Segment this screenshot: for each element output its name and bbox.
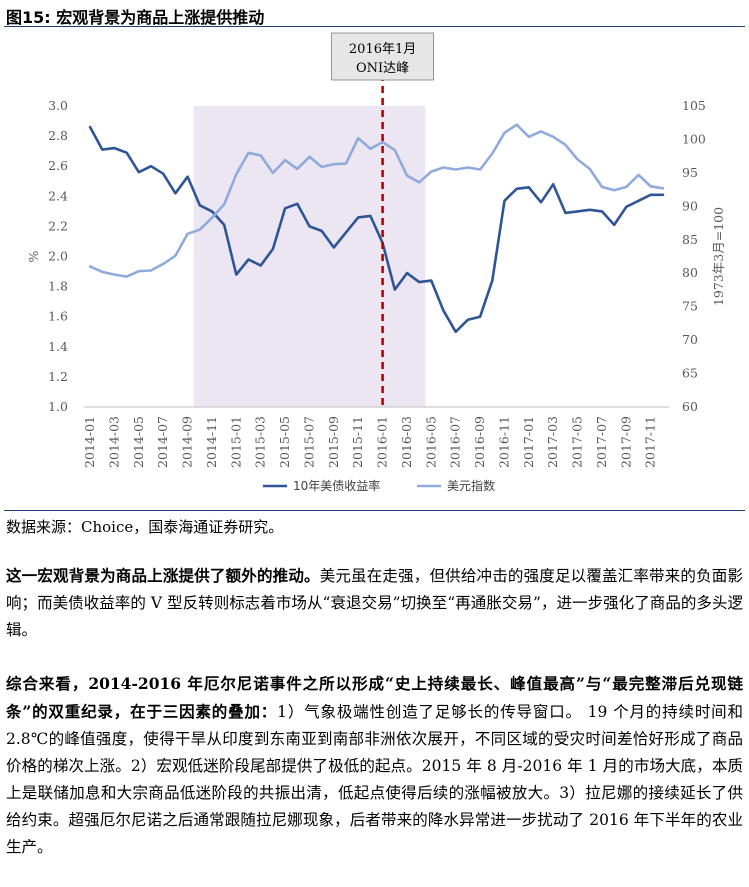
legend-label-2: 美元指数 (447, 478, 495, 493)
paragraph-2-body: 1）气象极端性创造了足够长的传导窗口。 19 个月的持续时间和 2.8℃的峰值强… (6, 703, 743, 856)
x-tick-label: 2015-01 (228, 416, 243, 468)
y-tick-label: 2.8 (48, 128, 68, 143)
axes-layer: 1.0 1.2 1.4 1.6 1.8 2.0 2.2 2.4 2.6 2.8 3.0 60 65 70 7… (26, 98, 726, 468)
paragraph-1-body: 美元虽在走强，但供给冲击的强度足以覆盖汇率带来的负面影响；而美债收益率的 V 型… (6, 567, 743, 639)
y2-tick-label: 95 (682, 165, 698, 180)
x-tick-label: 2017-09 (618, 416, 633, 468)
y2-tick-label: 70 (682, 332, 698, 347)
figure-label: 图15: (6, 8, 51, 27)
source-note: 数据来源：Choice，国泰海通证券研究。 (6, 518, 284, 536)
x-tick-label: 2017-11 (643, 416, 658, 468)
y2-tick-label: 100 (682, 131, 706, 146)
annotation-layer: 2016年1月 ONI达峰 (331, 32, 434, 407)
y-tick-label: 2.4 (48, 188, 68, 203)
shaded-region (193, 106, 426, 407)
y2-tick-label: 105 (682, 98, 706, 113)
paragraph-2: 综合来看，2014-2016 年厄尔尼诺事件之所以形成“史上持续最长、峰值最高”… (6, 670, 743, 861)
figure-title: 图15: 宏观背景为商品上涨提供推动 (6, 4, 264, 28)
y-tick-label: 1.2 (48, 369, 68, 384)
figure-bottom-rule (4, 510, 745, 511)
y-tick-label: 1.4 (48, 339, 68, 354)
x-tick-label: 2014-09 (180, 416, 195, 468)
x-tick-label: 2015-03 (253, 416, 268, 468)
y-axis-title: % (26, 250, 41, 262)
annotation-text-line2: ONI达峰 (356, 61, 409, 76)
x-tick-label: 2015-07 (301, 416, 316, 468)
x-tick-label: 2014-01 (82, 416, 97, 468)
annotation-text-line1: 2016年1月 (349, 42, 416, 57)
y-tick-label: 1.6 (48, 309, 68, 324)
y2-axis-title: 1973年3月=100 (711, 207, 726, 306)
y-tick-label: 2.2 (48, 218, 68, 233)
x-tick-label: 2014-07 (155, 416, 170, 468)
x-tick-label: 2016-11 (496, 416, 511, 468)
x-tick-label: 2016-01 (375, 416, 390, 468)
paragraph-1-lead: 这一宏观背景为商品上涨提供了额外的推动。 (6, 566, 320, 585)
y-tick-label: 2.6 (48, 158, 68, 173)
y2-tick-label: 90 (682, 198, 698, 213)
y2-tick-label: 85 (682, 232, 698, 247)
figure-top-rule (4, 26, 745, 27)
series-layer (88, 123, 665, 334)
x-tick-label: 2015-09 (326, 416, 341, 468)
y2-tick-label: 75 (682, 299, 698, 314)
x-tick-label: 2017-05 (570, 416, 585, 468)
x-tick-label: 2015-05 (277, 416, 292, 468)
x-tick-label: 2016-03 (399, 416, 414, 468)
x-tick-label: 2017-03 (545, 416, 560, 468)
x-tick-label: 2016-07 (448, 416, 463, 468)
x-tick-label: 2016-09 (472, 416, 487, 468)
x-tick-label: 2014-03 (106, 416, 121, 468)
x-tick-label: 2015-11 (350, 416, 365, 468)
x-tick-label: 2017-01 (521, 416, 536, 468)
legend-layer: 10年美债收益率 美元指数 (263, 478, 495, 493)
annotation-box (331, 32, 434, 81)
series-line-1 (88, 125, 665, 334)
paragraph-1: 这一宏观背景为商品上涨提供了额外的推动。美元虽在走强，但供给冲击的强度足以覆盖汇… (6, 562, 743, 644)
series-line-2 (88, 123, 665, 278)
x-tick-label: 2016-05 (423, 416, 438, 468)
paragraph-2-lead: 综合来看，2014-2016 年厄尔尼诺事件之所以形成“史上持续最长、峰值最高”… (6, 674, 743, 721)
figure-title-text: 宏观背景为商品上涨提供推动 (56, 8, 265, 27)
y2-tick-label: 65 (682, 366, 698, 381)
y-tick-label: 1.8 (48, 279, 68, 294)
x-tick-label: 2014-11 (204, 416, 219, 468)
y2-tick-label: 60 (682, 399, 698, 414)
y-tick-label: 1.0 (48, 399, 68, 414)
y-tick-label: 2.0 (48, 249, 68, 264)
line-chart: 1.0 1.2 1.4 1.6 1.8 2.0 2.2 2.4 2.6 2.8 3.0 60 65 70 7… (26, 32, 726, 493)
x-tick-label: 2017-07 (594, 416, 609, 468)
legend-label-1: 10年美债收益率 (293, 478, 380, 493)
y-tick-label: 3.0 (48, 98, 68, 113)
y2-tick-label: 80 (682, 265, 698, 280)
shaded-region-layer (193, 106, 426, 407)
x-tick-label: 2014-05 (131, 416, 146, 468)
